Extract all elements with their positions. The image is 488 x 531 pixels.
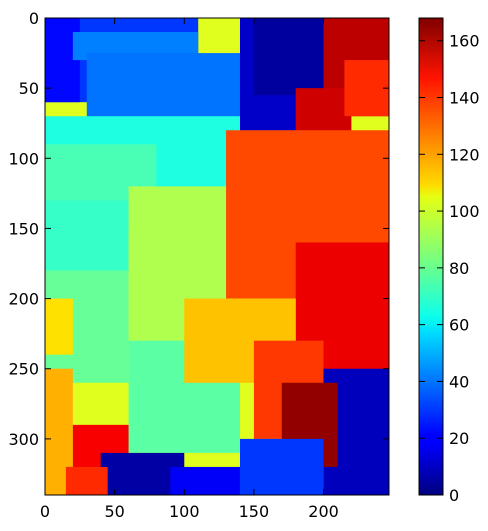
colorbar-tick-label: 20 (449, 429, 469, 448)
plot-frame (44, 17, 390, 496)
y-tick-label: 150 (8, 219, 39, 238)
colorbar-tick-label: 60 (449, 316, 469, 335)
heatmap-region-12 (45, 200, 129, 271)
colorbar-tick-label: 40 (449, 372, 469, 391)
heatmap-region-9 (344, 60, 389, 117)
colorbar-tick-label: 80 (449, 259, 469, 278)
heatmap-region-27 (239, 438, 324, 495)
x-tick-label: 200 (308, 502, 339, 521)
y-tick-label: 200 (8, 290, 39, 309)
plot-area: 0 50 100 150 200 0 50 100 150 200 250 300 (8, 9, 390, 521)
colorbar-tick-label: 100 (449, 202, 480, 221)
heatmap-cells (45, 18, 389, 495)
x-axis: 0 50 100 150 200 (40, 18, 339, 521)
colorbar-tick-label: 160 (449, 32, 480, 51)
x-tick-label: 50 (104, 502, 124, 521)
heatmap-region-26 (170, 466, 240, 495)
x-tick-label: 150 (239, 502, 270, 521)
colorbar-tick-label: 0 (449, 486, 459, 505)
x-tick-label: 100 (169, 502, 200, 521)
colorbar-tick-label: 140 (449, 89, 480, 108)
y-tick-label: 50 (19, 79, 39, 98)
heatmap-region-28 (65, 466, 108, 495)
y-tick-label: 0 (29, 9, 39, 28)
colorbar-gradient (418, 17, 444, 496)
y-tick-label: 250 (8, 360, 39, 379)
colorbar-tick-label: 120 (449, 145, 480, 164)
y-axis: 0 50 100 150 200 250 300 (8, 9, 389, 449)
x-tick-label: 0 (40, 502, 50, 521)
colorbar: 0 20 40 60 80 100 120 140 160 (418, 17, 480, 505)
colorbar-axis: 0 20 40 60 80 100 120 140 160 (419, 32, 480, 505)
y-tick-label: 300 (8, 430, 39, 449)
heatmap-region-15 (45, 298, 73, 355)
y-tick-label: 100 (8, 149, 39, 168)
